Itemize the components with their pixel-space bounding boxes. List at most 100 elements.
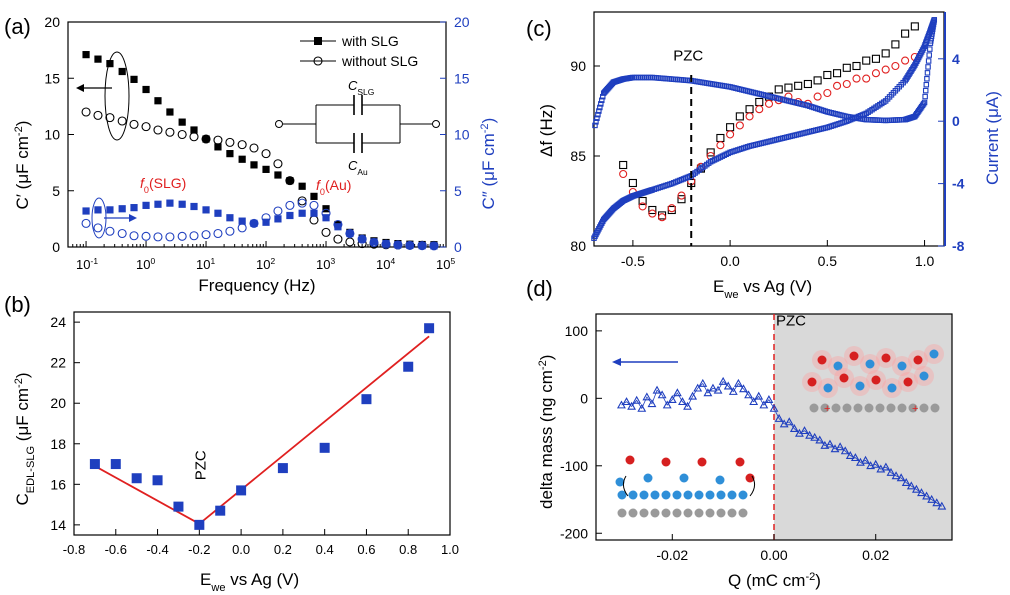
electrode-charge: +: [912, 403, 918, 415]
data-point: [789, 424, 799, 433]
x-axis-label: Frequency (Hz): [198, 276, 315, 295]
ion: [839, 373, 849, 383]
ion: [855, 381, 865, 391]
data-point: [393, 240, 403, 250]
ion: [615, 477, 625, 487]
data-point: [871, 459, 881, 468]
label-part: 2: [270, 256, 275, 266]
ion: [672, 490, 682, 500]
electrode-atom: [875, 403, 885, 413]
y-tick-label-right: 10: [454, 127, 470, 143]
data-point: [131, 473, 142, 484]
legend: with SLG without SLG: [300, 33, 418, 69]
ion: [628, 490, 638, 500]
data-point: [599, 93, 606, 100]
y-tick-label-right: -8: [952, 238, 965, 254]
x-tick-label: 10-1: [76, 256, 98, 272]
data-point: [906, 481, 916, 490]
label-part: ): [13, 372, 32, 378]
data-point: [648, 209, 657, 218]
electrode-atom: [842, 403, 852, 413]
y-tick-label: -100: [560, 458, 588, 474]
data-point: [698, 378, 708, 387]
data-point: [810, 432, 820, 441]
data-point: [813, 92, 822, 101]
ion: [903, 377, 913, 387]
data-point: [632, 395, 642, 404]
data-point: [647, 399, 657, 408]
data-point: [190, 126, 198, 134]
data-point: [333, 234, 343, 244]
data-point: [165, 232, 175, 242]
data-point: [106, 60, 114, 68]
ion: [661, 490, 671, 500]
data-point: [277, 463, 288, 474]
x-tick-label: -0.6: [105, 542, 127, 557]
data-point: [178, 118, 186, 126]
label-part: EDL-SLG: [25, 446, 37, 493]
data-point: [89, 459, 100, 470]
y-tick-label-left: 5: [52, 183, 60, 199]
series-1: [619, 52, 919, 222]
y-tick-label: 24: [50, 314, 66, 330]
data-point: [862, 74, 871, 83]
panel-b-chart: -0.8 -0.6 -0.4 -0.2 0.0 0.2 0.4 0.6 0.8 1.0 14 16 18…: [13, 311, 459, 594]
data-point: [370, 238, 378, 246]
x-tick-label: 103: [316, 256, 335, 272]
x-tick-label: 0.0: [232, 542, 250, 557]
data-point: [105, 226, 115, 236]
data-point: [94, 206, 102, 214]
data-point: [733, 378, 743, 387]
data-point: [214, 209, 222, 217]
data-point: [381, 239, 391, 249]
data-point: [677, 195, 686, 204]
data-point: [932, 498, 942, 507]
y-tick-label-left: 20: [44, 14, 60, 30]
data-point: [106, 206, 114, 214]
x-tick-label: -0.5: [621, 253, 645, 269]
y-axis-label-right: C″ (μF cm-2): [479, 118, 498, 210]
ion: [705, 490, 715, 500]
y-tick-label-right: 0: [454, 239, 462, 255]
data-point: [677, 191, 686, 200]
ion: [897, 361, 907, 371]
label-part: SLG: [357, 87, 374, 97]
data-point: [321, 227, 331, 237]
data-point: [652, 385, 662, 394]
data-point: [345, 228, 355, 239]
electrode-atom: [919, 403, 929, 413]
y-tick-label-left: 15: [44, 70, 60, 86]
data-point: [924, 76, 930, 82]
ion: [679, 473, 689, 483]
y-tick-label-right: 5: [454, 183, 462, 199]
label-part: C: [348, 78, 358, 93]
data-point: [619, 160, 628, 170]
c-slg-label: CSLG: [348, 78, 374, 97]
electrode-charge: +: [824, 403, 830, 415]
data-point: [891, 40, 900, 49]
data-point: [153, 125, 163, 135]
data-point: [394, 241, 402, 249]
data-point: [593, 119, 599, 125]
y-tick-label: 22: [50, 355, 66, 371]
data-point: [418, 242, 426, 250]
data-point: [658, 213, 667, 222]
data-point: [845, 451, 855, 460]
data-point: [886, 467, 896, 476]
x-tick-label: 100: [136, 256, 155, 272]
data-point: [417, 241, 427, 251]
data-point: [309, 200, 319, 210]
data-point: [805, 430, 815, 439]
data-point: [637, 403, 647, 412]
y-tick-label: 20: [50, 395, 66, 411]
data-point: [891, 61, 900, 71]
data-point: [924, 70, 931, 76]
label-part: 10: [376, 257, 390, 272]
data-point: [226, 150, 234, 158]
motion-arrow: [622, 475, 756, 497]
data-point: [708, 383, 718, 392]
data-point: [850, 453, 860, 462]
